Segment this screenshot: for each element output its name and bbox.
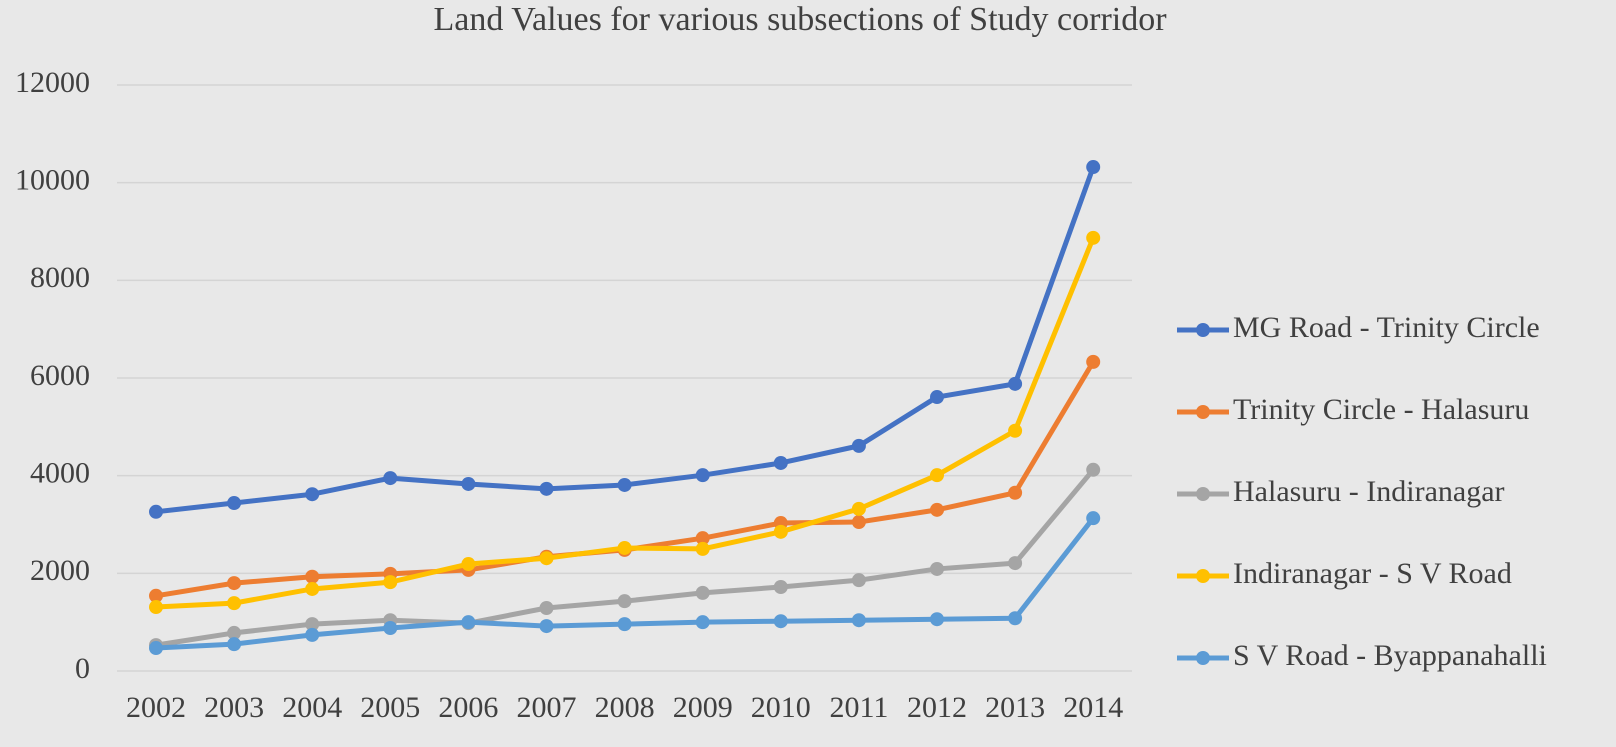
data-point [930,502,944,517]
x-tick-label: 2004 [282,691,342,724]
data-point [617,477,632,492]
x-tick-label: 2014 [1063,691,1123,724]
x-tick-label: 2008 [595,691,655,724]
data-point [695,615,710,630]
chart-title: Land Values for various subsections of S… [433,1,1167,38]
data-point [1086,354,1101,369]
legend-label: MG Road - Trinity Circle [1233,311,1540,344]
data-point [851,613,866,628]
x-tick-label: 2005 [360,691,420,724]
y-tick-label: 0 [75,652,90,685]
data-point [773,580,788,595]
data-point [227,625,242,640]
data-point [617,594,632,609]
data-point [617,617,632,632]
data-point [461,615,476,630]
y-tick-label: 6000 [30,359,90,392]
data-point [1008,611,1023,626]
data-point [227,496,242,511]
data-point [851,515,866,530]
data-point [1008,376,1023,391]
y-tick-label: 10000 [15,164,90,197]
data-point [617,540,632,555]
x-tick-label: 2009 [673,691,733,724]
x-tick-label: 2003 [204,691,264,724]
data-point [383,575,398,590]
data-point [930,612,944,627]
x-tick-label: 2011 [829,691,888,724]
data-point [149,600,163,615]
x-tick-label: 2012 [907,691,967,724]
y-tick-label: 8000 [30,261,90,294]
data-point [773,524,788,539]
data-point [149,641,163,656]
data-point [383,621,398,636]
data-point [930,561,944,576]
data-point [305,617,320,632]
legend-label: S V Road - Byappanahalli [1233,639,1547,672]
x-tick-label: 2006 [438,691,498,724]
legend-marker [1196,405,1210,419]
data-point [851,573,866,588]
data-point [539,551,554,566]
data-point [695,585,710,600]
legend-label: Indiranagar - S V Road [1233,557,1512,590]
data-point [1008,556,1023,571]
data-point [930,468,944,483]
data-point [1008,485,1023,500]
legend-marker [1196,651,1210,665]
y-tick-label: 12000 [15,66,90,99]
legend-marker [1196,323,1210,337]
data-point [773,614,788,629]
data-point [461,557,476,572]
legend-marker [1196,487,1210,501]
data-point [539,601,554,616]
data-point [930,390,944,405]
data-point [1086,160,1101,175]
data-point [1086,511,1101,526]
x-tick-label: 2007 [517,691,577,724]
data-point [1086,230,1101,245]
x-tick-label: 2013 [985,691,1045,724]
data-point [1008,423,1023,438]
data-point [149,504,163,519]
legend-label: Trinity Circle - Halasuru [1233,393,1529,426]
data-point [539,481,554,496]
data-point [227,596,242,611]
x-tick-label: 2010 [751,691,811,724]
data-point [227,576,242,591]
data-point [305,581,320,596]
data-point [305,627,320,642]
data-point [227,637,242,652]
data-point [305,569,320,584]
legend-label: Halasuru - Indiranagar [1233,475,1505,508]
data-point [539,619,554,634]
data-point [461,476,476,491]
data-point [695,531,710,546]
data-point [851,438,866,453]
data-point [1086,462,1101,477]
data-point [383,471,398,486]
y-tick-label: 4000 [30,457,90,490]
data-point [305,487,320,502]
x-tick-label: 2002 [126,691,186,724]
data-point [851,501,866,516]
data-point [149,588,163,603]
y-tick-label: 2000 [30,554,90,587]
data-point [695,468,710,483]
data-point [695,541,710,556]
data-point [773,455,788,470]
legend-marker [1196,569,1210,583]
